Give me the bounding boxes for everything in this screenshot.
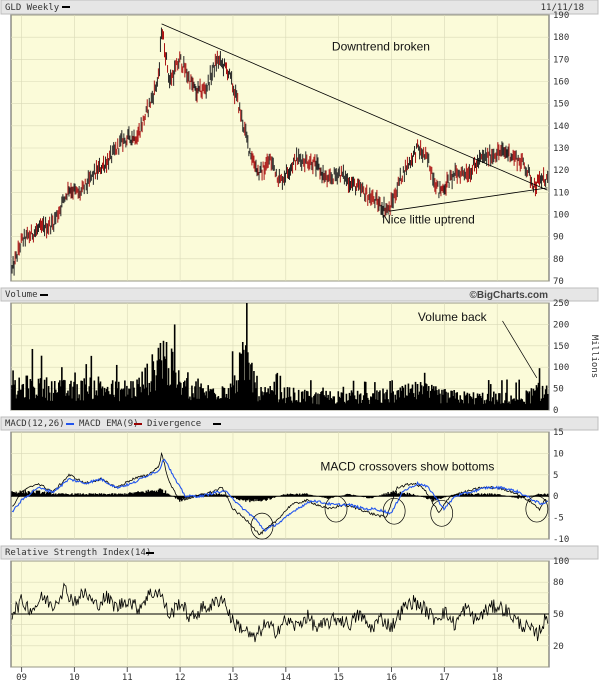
trendline xyxy=(161,23,548,191)
y-tick-label: -10 xyxy=(553,535,569,545)
rsi-panel: 20 50 80 100 xyxy=(10,557,569,668)
volume-title: Volume xyxy=(5,290,38,300)
y-tick-label: 70 xyxy=(553,277,564,287)
macd-ema-line xyxy=(11,458,548,533)
symbol-label: GLD Weekly xyxy=(5,3,60,13)
divergence-legend-label: Divergence xyxy=(147,419,201,429)
y-tick-label: 10 xyxy=(553,449,564,459)
legend-dash-icon xyxy=(40,294,48,296)
y-tick-label: -5 xyxy=(553,514,564,524)
x-tick-label: 17 xyxy=(439,673,450,683)
macd-panel: -10 -5 0 5 10 15 MACD crossovers show bottoms xyxy=(10,428,569,545)
rsi-header: Relative Strength Index(14) xyxy=(0,545,599,560)
crossover-circle xyxy=(324,495,348,523)
y-tick-label: 160 xyxy=(553,78,569,88)
legend-dash-icon xyxy=(146,552,154,554)
volume-series xyxy=(11,303,549,410)
price-series xyxy=(11,27,549,276)
x-tick-label: 16 xyxy=(386,673,397,683)
y-tick-label: 80 xyxy=(553,578,564,588)
y-tick-label: 250 xyxy=(553,299,569,309)
y-tick-label: 150 xyxy=(553,100,569,110)
y-tick-label: 80 xyxy=(553,255,564,265)
macd-annotation: MACD crossovers show bottoms xyxy=(320,460,494,474)
y-tick-label: 130 xyxy=(553,144,569,154)
y-tick-label: 0 xyxy=(553,492,558,502)
divergence-legend-icon xyxy=(213,423,221,425)
y-tick-label: 180 xyxy=(553,33,569,43)
x-tick-label: 10 xyxy=(69,673,80,683)
macd-ema-legend-icon xyxy=(134,423,142,425)
rsi-title: Relative Strength Index(14) xyxy=(5,548,151,558)
x-tick-label: 11 xyxy=(122,673,133,683)
y-tick-label: 100 xyxy=(553,557,569,567)
y-tick-label: 100 xyxy=(553,211,569,221)
volume-ylabel: Millions xyxy=(589,335,599,378)
price-panel: 70 80 90 100 110 120 130 140 150 160 170 180 190 Down… xyxy=(10,11,569,287)
macd-legend-icon xyxy=(66,423,74,425)
y-tick-label: 120 xyxy=(553,166,569,176)
crossover-circle xyxy=(525,495,549,523)
macd-legend-label: MACD(12,26) xyxy=(5,419,65,429)
y-tick-label: 140 xyxy=(553,122,569,132)
volume-annotation: Volume back xyxy=(418,310,488,324)
y-tick-label: 190 xyxy=(553,11,569,21)
y-tick-label: 150 xyxy=(553,342,569,352)
y-tick-label: 200 xyxy=(553,320,569,330)
macd-ema-legend-label: MACD EMA(9) xyxy=(79,419,139,429)
legend-dash-icon xyxy=(62,6,70,8)
chart-date: 11/11/18 xyxy=(541,3,584,13)
y-tick-label: 15 xyxy=(553,428,564,438)
y-tick-label: 50 xyxy=(553,610,564,620)
volume-panel: 0 50 100 150 200 250 Millions Volume back xyxy=(10,299,599,416)
price-annotation: Downtrend broken xyxy=(332,39,430,53)
x-tick-label: 15 xyxy=(333,673,344,683)
price-header: GLD Weekly 11/11/18 xyxy=(0,0,599,15)
x-tick-label: 18 xyxy=(492,673,503,683)
x-tick-label: 13 xyxy=(228,673,239,683)
trendline xyxy=(388,187,548,212)
crossover-circle xyxy=(430,499,454,527)
annotation-arrow xyxy=(502,320,538,379)
divergence-series xyxy=(11,488,549,503)
y-tick-label: 90 xyxy=(553,233,564,243)
y-tick-label: 5 xyxy=(553,471,558,481)
crossover-circle xyxy=(250,512,274,540)
y-tick-label: 0 xyxy=(553,406,558,416)
y-tick-label: 100 xyxy=(553,363,569,373)
macd-header: MACD(12,26) MACD EMA(9) Divergence xyxy=(0,416,599,431)
x-axis: 09 10 11 12 13 14 15 16 17 18 xyxy=(16,667,503,683)
volume-header: Volume ©BigCharts.com xyxy=(0,287,599,302)
y-tick-label: 20 xyxy=(553,642,564,652)
x-tick-label: 09 xyxy=(16,673,27,683)
y-tick-label: 50 xyxy=(553,385,564,395)
rsi-line xyxy=(11,582,549,643)
bigcharts-credit: ©BigCharts.com xyxy=(470,290,549,301)
price-annotation: Nice little uptrend xyxy=(382,212,475,226)
x-tick-label: 12 xyxy=(175,673,186,683)
y-tick-label: 170 xyxy=(553,55,569,65)
crossover-circle xyxy=(382,497,406,525)
x-tick-label: 14 xyxy=(280,673,291,683)
y-tick-label: 110 xyxy=(553,188,569,198)
